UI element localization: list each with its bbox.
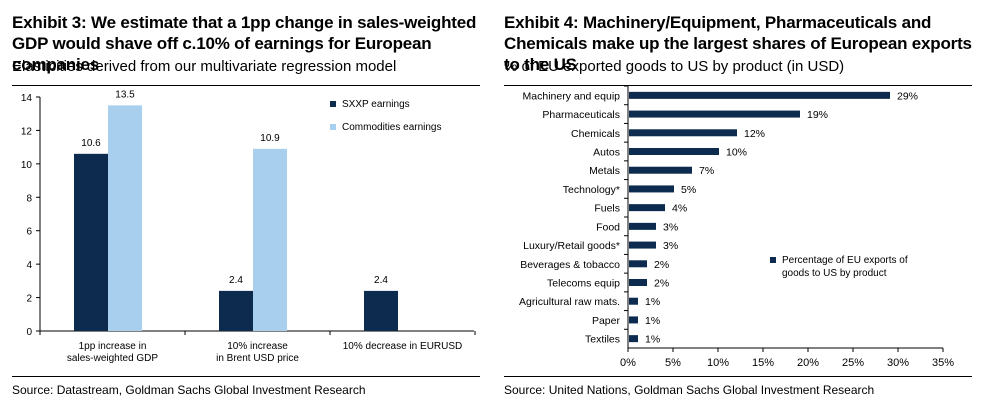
bar-data-label: 12% [744,128,765,140]
bar-data-label: 3% [663,221,678,233]
exhibit-3-panel: Exhibit 3: We estimate that a 1pp change… [12,13,480,397]
y-tick-label: 4 [26,260,32,271]
bar-sxxp [219,290,253,331]
bar-export-share [629,185,674,193]
bar-data-label: 5% [681,184,696,196]
y-category-label: Chemicals [571,128,620,140]
bar-export-share [629,91,890,99]
x-category-label: sales-weighted GDP [67,353,158,364]
bar-commodities [108,105,142,331]
exhibit-4-source: Source: United Nations, Goldman Sachs Gl… [504,383,875,397]
y-category-label: Machinery and equip [523,90,621,102]
exhibit-4-panel: Exhibit 4: Machinery/Equipment, Pharmace… [492,0,984,407]
y-category-label: Telecoms equip [547,278,620,290]
x-tick-label: 10% [707,357,729,369]
x-tick-label: 0% [620,357,636,369]
bar-export-share [629,316,638,324]
y-tick-label: 8 [26,193,32,204]
y-category-label: Technology* [563,184,620,196]
bar-data-label: 10.9 [260,133,280,144]
x-tick-label: 5% [665,357,681,369]
bar-export-share [629,260,647,268]
x-category-label: 10% decrease in EURUSD [343,341,463,352]
bar-export-share [629,166,692,174]
bar-data-label: 2% [654,259,669,271]
bar-data-label: 29% [897,90,918,102]
bar-data-label: 1% [645,315,660,327]
y-category-label: Textiles [585,334,620,346]
bar-export-share [629,297,638,305]
bar-commodities [253,148,287,331]
legend-label: SXXP earnings [342,99,410,110]
y-category-label: Luxury/Retail goods* [523,240,620,252]
bar-data-label: 7% [699,165,714,177]
bar-data-label: 2.4 [229,275,243,286]
y-tick-label: 10 [21,160,33,171]
legend-label: Percentage of EU exports of [782,255,908,266]
bar-export-share [629,279,647,286]
legend-swatch [770,257,776,263]
exhibit-3-chart-frame: 0 2 4 6 8 10 12 14 10.6 13.5 1pp increase in sales-… [12,85,480,377]
y-category-label: Beverages & tobacco [520,259,620,271]
y-category-label: Autos [593,147,620,159]
bar-export-share [629,335,638,343]
x-category-label: 10% increase [227,341,288,352]
y-category-label: Fuels [594,203,620,215]
bar-export-share [629,204,665,212]
bar-data-label: 1% [645,334,660,346]
bar-data-label: 4% [672,203,687,215]
y-category-label: Food [596,221,620,233]
legend-swatch [330,101,336,107]
x-category-label: 1pp increase in [79,341,147,352]
x-tick-label: 30% [887,357,909,369]
bar-data-label: 3% [663,240,678,252]
y-category-label: Pharmaceuticals [542,109,620,121]
exhibit-3-title: Exhibit 3: We estimate that a 1pp change… [12,13,477,74]
bar-sxxp [74,153,108,331]
bar-data-label: 2.4 [374,275,388,286]
bar-data-label: 13.5 [115,89,135,100]
bar-export-share [629,241,656,249]
bar-export-share [629,222,656,230]
legend-label: Commodities earnings [342,122,442,133]
exhibit-3-source: Source: Datastream, Goldman Sachs Global… [12,383,366,397]
x-tick-label: 25% [842,357,864,369]
exhibit-3-chart: 0 2 4 6 8 10 12 14 10.6 13.5 1pp increase insales-… [21,89,476,364]
x-category-label: in Brent USD price [216,353,299,364]
bar-data-label: 19% [807,109,828,121]
bar-export-share [629,110,800,118]
legend-swatch [330,124,336,130]
y-tick-label: 2 [26,294,32,305]
y-tick-label: 14 [21,93,33,104]
exhibit-4-title: Exhibit 4: Machinery/Equipment, Pharmace… [504,13,972,74]
bar-data-label: 10.6 [81,138,101,149]
x-tick-label: 35% [932,357,954,369]
exhibit-4-subtitle: % of EU exported goods to US by product … [504,58,845,75]
y-tick-label: 0 [26,327,32,338]
y-tick-label: 12 [21,126,33,137]
bar-data-label: 10% [726,147,747,159]
y-category-label: Paper [592,315,621,327]
y-category-label: Agricultural raw mats. [519,296,620,308]
bar-data-label: 2% [654,278,669,290]
x-tick-label: 20% [797,357,819,369]
exhibit-3-subtitle: Elasticities derived from our multivaria… [12,58,397,75]
bar-export-share [629,148,719,155]
legend-label: goods to US by product [782,268,887,279]
y-category-label: Metals [589,165,620,177]
bar-data-label: 1% [645,296,660,308]
x-tick-label: 15% [752,357,774,369]
exhibit-4-chart-frame: 0% 5% 10% 15% 20% 25% 30% 35% Machinery and equi… [504,85,972,377]
exhibit-4-chart: 0% 5% 10% 15% 20% 25% 30% 35% Machinery and equi… [519,85,954,369]
y-tick-label: 6 [26,227,32,238]
bar-sxxp [364,290,398,331]
bar-export-share [629,129,737,137]
